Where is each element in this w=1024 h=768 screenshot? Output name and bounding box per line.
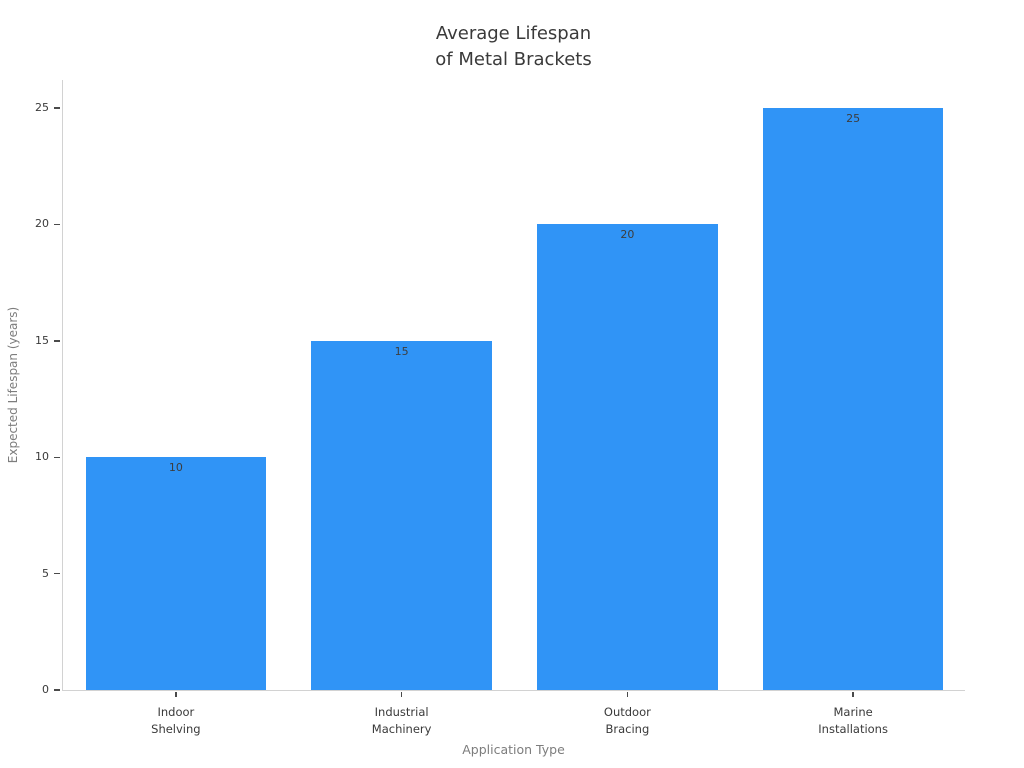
y-tick-mark bbox=[53, 572, 60, 575]
bar-value-label: 15 bbox=[394, 344, 409, 358]
y-tick-mark bbox=[53, 223, 60, 226]
bar: 10 bbox=[85, 457, 267, 690]
y-tick-label: 25 bbox=[35, 101, 49, 115]
plot-area: 0 5 10 15 20 25 10 Indoor Shelving 15 Industrial … bbox=[35, 80, 965, 736]
y-tick-label: 10 bbox=[35, 450, 49, 464]
bar-value-label: 10 bbox=[168, 461, 183, 475]
bar: 20 bbox=[537, 224, 718, 690]
y-tick-label: 0 bbox=[42, 683, 49, 696]
y-tick-mark bbox=[53, 689, 60, 691]
x-tick-label: Indoor Shelving bbox=[151, 705, 201, 736]
chart-title: Average Lifespan of Metal Brackets bbox=[435, 23, 592, 70]
x-axis-label: Application Type bbox=[462, 742, 565, 757]
bar-value-label: 25 bbox=[846, 112, 861, 126]
y-tick-label: 20 bbox=[35, 217, 49, 231]
bar: 15 bbox=[311, 340, 492, 690]
y-tick-mark bbox=[53, 340, 60, 342]
y-tick-label: 15 bbox=[35, 333, 49, 347]
x-tick-mark bbox=[626, 691, 629, 697]
bar-value-label: 20 bbox=[620, 228, 635, 242]
x-tick-mark bbox=[175, 691, 177, 697]
x-tick-label: Outdoor Bracing bbox=[603, 705, 651, 736]
x-tick-label: Industrial Machinery bbox=[371, 705, 432, 736]
y-tick-label: 5 bbox=[42, 566, 49, 580]
x-tick-mark bbox=[852, 691, 854, 697]
y-tick-mark bbox=[53, 456, 60, 458]
bar: 25 bbox=[762, 108, 944, 690]
x-tick-mark bbox=[400, 691, 403, 697]
x-tick-label: Marine Installations bbox=[818, 705, 888, 736]
y-tick-mark bbox=[53, 107, 60, 109]
